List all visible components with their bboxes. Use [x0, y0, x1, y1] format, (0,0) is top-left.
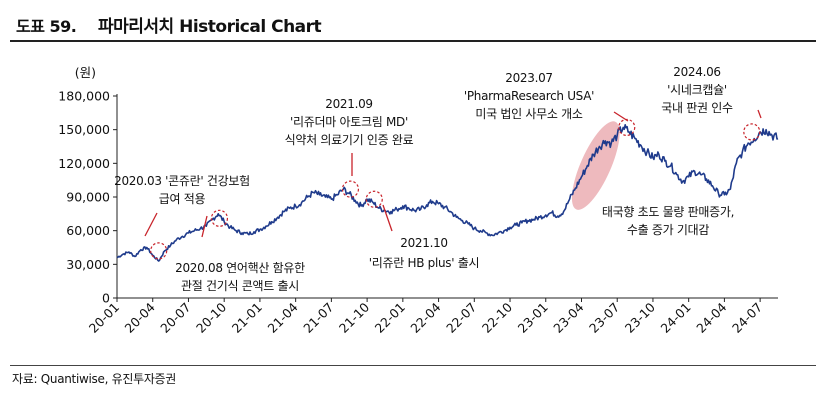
event-marker-circle: [150, 242, 168, 260]
y-axis-unit-label: (원): [75, 65, 96, 80]
highlight-layer: [571, 121, 620, 210]
annotation-arrow: [757, 109, 762, 119]
annotation-line: 수출 증가 기대감: [627, 223, 709, 237]
annotation-arrow: [201, 215, 208, 238]
source-note: 자료: Quantiwise, 유진투자증권: [12, 372, 177, 386]
x-tick-label: 23-04: [550, 299, 586, 335]
x-tick-label: 22-04: [407, 299, 443, 335]
x-tick-label: 22-01: [372, 300, 408, 336]
series-layer: [116, 124, 779, 262]
event-marker-circle: [210, 209, 229, 227]
y-tick-label: 0: [102, 291, 110, 306]
annotation-a4: 2021.10 '리쥬란 HB plus' 출시: [369, 236, 480, 270]
annotation-line: 2024.06: [673, 65, 721, 79]
y-tick-label: 150,000: [58, 122, 110, 137]
x-tick-label: 23-01: [515, 300, 551, 336]
x-tick-label: 24-01: [658, 300, 694, 336]
annotation-a5: 2023.07 'PharmaResearch USA' 미국 법인 사무소 개소: [464, 71, 594, 121]
figure-number: 도표 59.: [16, 17, 77, 36]
marker-layer: [144, 109, 762, 260]
figure-header: 도표 59. 파마리서치 Historical Chart: [6, 6, 818, 40]
x-tick-label: 24-07: [729, 300, 765, 336]
annotation-line: 2021.09: [325, 97, 373, 111]
x-tick-label: 23-07: [586, 300, 622, 336]
y-tick-label: 120,000: [58, 156, 110, 171]
annotation-line: 국내 판권 인수: [661, 101, 733, 115]
x-tick-label: 21-07: [300, 300, 336, 336]
annotation-line: 미국 법인 사무소 개소: [475, 107, 582, 121]
annotation-a7: 2024.06 '시네크캡슐' 국내 판권 인수: [661, 65, 733, 115]
x-tick-label: 20-07: [157, 300, 193, 336]
x-tick-label: 22-10: [479, 299, 515, 335]
annotation-arrow: [144, 212, 158, 237]
annotation-line: 2020.08 연어핵산 함유한: [175, 261, 305, 275]
annotation-line: '리쥬더마 아토크림 MD': [290, 115, 408, 129]
annotation-line: 급여 적용: [159, 192, 206, 206]
annotation-arrow: [613, 111, 629, 122]
event-marker-circle: [743, 123, 761, 141]
annotation-a6: 태국향 초도 물량 판매증가, 수출 증가 기대감: [602, 205, 734, 237]
annotation-line: 식약처 의료기기 인증 완료: [285, 132, 414, 147]
annotation-line: 2023.07: [505, 71, 553, 85]
annotation-line: 2021.10: [400, 236, 448, 250]
annotation-line: 'PharmaResearch USA': [464, 89, 594, 103]
x-tick-label: 21-01: [229, 300, 265, 336]
x-tick-label: 24-04: [693, 299, 729, 335]
highlight-ellipse: [571, 121, 620, 210]
x-tick-label: 20-10: [193, 299, 229, 335]
footer-rule: [10, 365, 816, 366]
event-marker-circle: [365, 190, 383, 208]
y-tick-label: 60,000: [66, 223, 110, 238]
annotation-line: 2020.03 '콘쥬란' 건강보험: [114, 174, 250, 188]
annotation-line: 태국향 초도 물량 판매증가,: [602, 205, 734, 219]
annotation-line: 관절 건기식 콘액트 출시: [181, 279, 299, 293]
header-rule: [10, 40, 816, 42]
annotation-line: '시네크캡슐': [667, 83, 727, 97]
x-tick-label: 20-04: [122, 299, 158, 335]
annotation-line: '리쥬란 HB plus' 출시: [369, 256, 480, 270]
x-tick-label: 22-07: [443, 300, 479, 336]
y-tick-label: 90,000: [66, 190, 110, 205]
x-tick-label: 23-10: [622, 299, 658, 335]
event-marker-circle: [341, 180, 360, 198]
x-tick-label: 21-10: [336, 299, 372, 335]
x-tick-label: 21-04: [264, 299, 300, 335]
annotation-a3: 2021.09 '리쥬더마 아토크림 MD' 식약처 의료기기 인증 완료: [285, 97, 414, 147]
figure-title: 파마리서치 Historical Chart: [98, 17, 322, 37]
price-series-line: [116, 124, 779, 262]
y-tick-label: 30,000: [66, 257, 110, 272]
y-tick-label: 180,000: [58, 89, 110, 104]
annotation-arrow: [382, 204, 393, 232]
